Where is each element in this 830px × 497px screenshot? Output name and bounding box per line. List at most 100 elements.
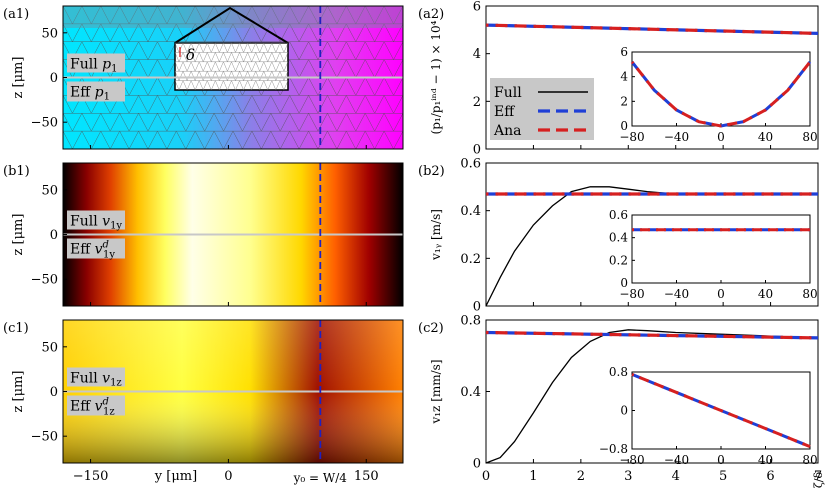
inset-ytick-label: −0.8 [599, 442, 628, 456]
tag-a2: (a2) [418, 7, 444, 22]
full-label: Full p1 [70, 57, 117, 75]
inset-ana [631, 373, 811, 448]
ylabel-c2: v₁z [mm/s] [429, 359, 443, 424]
full-label-bg [67, 210, 125, 230]
inset-ytick-label: 0 [620, 119, 628, 133]
inset-ytick-label: 0.6 [609, 208, 628, 222]
ytick-label: −50 [31, 116, 58, 131]
inset-xtick-label: 40 [758, 453, 773, 467]
chart-c2: 0 0.4 0.8 0 1 2 3 4 5 6 7 (c2) v₁z [mm/s] −0.8 0 0.8 −80… [418, 314, 822, 485]
xtick-label: 2 [577, 469, 585, 484]
full-eff-labels: Full p1 Eff p1 [67, 53, 125, 103]
inset-xtick-label: 40 [758, 287, 773, 301]
inset-ytick-label: 6 [620, 45, 628, 59]
ylabel-a2: (p₁/p₁ⁱⁿᵈ − 1) × 10⁴ [429, 20, 443, 134]
inset-xtick-label: −80 [619, 287, 644, 301]
inset-ytick-label: 2 [620, 94, 628, 108]
left-panels: δ Full p1 Eff p1 (a1) 50 0 −50 z [μm] Full v1y Ef… [3, 5, 404, 485]
inset-frame [631, 214, 811, 284]
eff-label: Eff vd 1y [70, 240, 115, 261]
panel-a1: δ Full p1 Eff p1 (a1) 50 0 −50 z [μm] [3, 5, 404, 150]
chart-a2: 0 2 4 6 (a2)(p₁/p₁ⁱⁿᵈ − 1) × 10⁴ 0 2 4 6 −80 −40 0 4… [418, 0, 819, 158]
ylabel: z [μm] [11, 371, 26, 413]
right-panels: 0 2 4 6 (a2)(p₁/p₁ⁱⁿᵈ − 1) × 10⁴ 0 2 4 6 −80 −40 0 4… [418, 0, 825, 488]
inset-a2: 0 2 4 6 −80 −40 0 40 80 [619, 45, 817, 144]
xtick-label: 0 [482, 469, 490, 484]
legend-label-full: Full [494, 85, 522, 101]
inset-ytick-label: 4 [620, 70, 628, 84]
eff-label: Eff vd 1z [70, 397, 115, 418]
inset-ytick-label: 0.8 [609, 365, 628, 379]
xlabel-left: y [μm] [154, 469, 197, 484]
inset-xtick-label: −40 [664, 453, 689, 467]
inset-xtick-label: 0 [717, 130, 725, 144]
mesh-boundary-layer [63, 6, 403, 28]
ytick-label: 6 [473, 0, 481, 15]
ytick-label: 0.4 [460, 204, 481, 219]
tag-c1: (c1) [3, 321, 29, 336]
legend-label-ana: Ana [493, 123, 521, 139]
xlabel-right: ζ/δ [812, 471, 825, 488]
ytick-label: 0.6 [460, 157, 481, 172]
xtick-label: −150 [73, 469, 109, 484]
ytick-label: 0.2 [460, 252, 481, 267]
inset-xtick-label: 80 [802, 130, 817, 144]
xtick-label: 0 [224, 469, 232, 484]
full-eff-labels: Full v1y Eff vd 1y [67, 210, 125, 261]
inset-ana [630, 60, 812, 128]
inset-xtick-label: −80 [619, 453, 644, 467]
inset-ytick-label: 0 [620, 276, 628, 290]
ylabel: z [μm] [11, 214, 26, 256]
ytick-label: 0 [473, 143, 481, 158]
inset-frame [631, 51, 811, 127]
xtick-label: 4 [672, 469, 680, 484]
eff-label-bg [67, 81, 125, 102]
full-label-bg [67, 53, 125, 73]
ytick-label: 0 [50, 385, 58, 400]
inset-ytick-label: 0 [620, 404, 628, 418]
series-ana-a2 [485, 23, 819, 35]
eff-label-bg [67, 395, 125, 416]
full-label: Full v1y [70, 214, 122, 232]
inset-xtick-label: −80 [619, 130, 644, 144]
eff-label: Eff p1 [70, 85, 110, 103]
panel-c1: Full v1z Eff vd 1z (c1) 50 0 −50 z [μm] −150 0 150 [3, 319, 404, 484]
ytick-label: 0 [473, 300, 481, 315]
full-label: Full v1z [70, 371, 122, 389]
inset-xtick-label: 80 [802, 453, 817, 467]
zoom-mesh [174, 42, 289, 91]
xtick-label: 6 [766, 469, 774, 484]
legend: Full Eff Ana [490, 78, 594, 140]
inset-ytick-label: 0.4 [609, 231, 628, 245]
xtick-label: 7 [814, 469, 822, 484]
tag-b2: (b2) [418, 164, 445, 179]
inset-xtick-label: −40 [664, 130, 689, 144]
xtick-label: 1 [529, 469, 537, 484]
inset-xtick-label: 0 [717, 453, 725, 467]
ytick-label: 2 [473, 95, 481, 110]
inset-b2: 0 0.2 0.4 0.6 −80 −40 0 40 80 [609, 208, 818, 301]
ytick-label: −50 [31, 273, 58, 288]
ytick-label: 50 [41, 340, 58, 355]
delta-label: δ [186, 46, 195, 64]
mesh-zoom-inset: δ [174, 6, 289, 91]
xtick-label: 5 [719, 469, 727, 484]
inset-xtick-label: 40 [758, 130, 773, 144]
ytick-label: 0 [50, 228, 58, 243]
tag-b1: (b1) [3, 164, 30, 179]
series-full-c2 [485, 329, 819, 464]
mesh [62, 5, 404, 150]
ylabel: z [μm] [11, 57, 26, 99]
full-eff-labels: Full v1z Eff vd 1z [67, 367, 125, 418]
ytick-label: −50 [31, 430, 58, 445]
zoom-lines [174, 6, 289, 44]
ytick-label: 50 [41, 183, 58, 198]
ylabel-b2: v₁ᵧ [m/s] [429, 209, 443, 261]
xtick-label: 3 [624, 469, 632, 484]
tag-c2: (c2) [418, 321, 444, 336]
legend-label-eff: Eff [494, 104, 515, 120]
ytick-label: 0.8 [460, 314, 481, 329]
ytick-label: 0 [50, 71, 58, 86]
inset-xtick-label: −40 [664, 287, 689, 301]
